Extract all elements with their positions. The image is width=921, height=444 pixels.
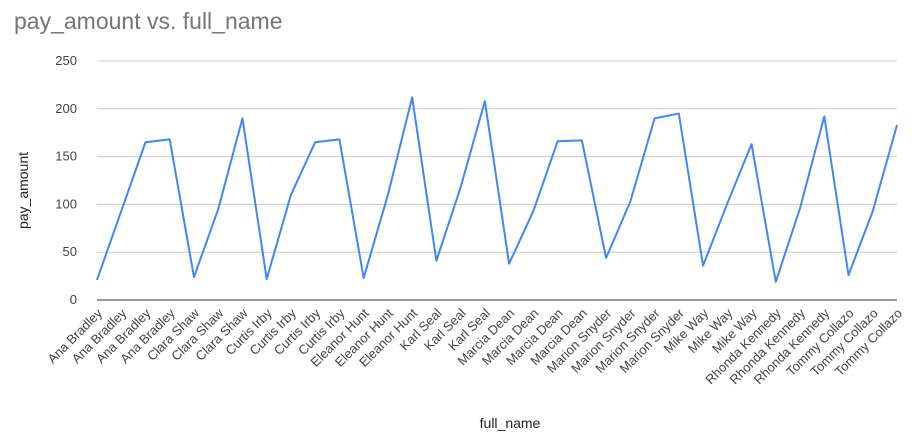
series-line	[96, 96, 898, 283]
y-tick-label: 50	[63, 244, 77, 259]
y-tick-label: 200	[55, 101, 77, 116]
y-axis-label: pay_amount	[15, 152, 31, 229]
y-tick-label: 100	[55, 196, 77, 211]
chart-title: pay_amount vs. full_name	[14, 8, 283, 34]
y-tick-label: 250	[55, 53, 77, 68]
y-tick-label: 0	[70, 292, 77, 307]
x-axis-label: full_name	[480, 415, 541, 431]
y-tick-label: 150	[55, 149, 77, 164]
